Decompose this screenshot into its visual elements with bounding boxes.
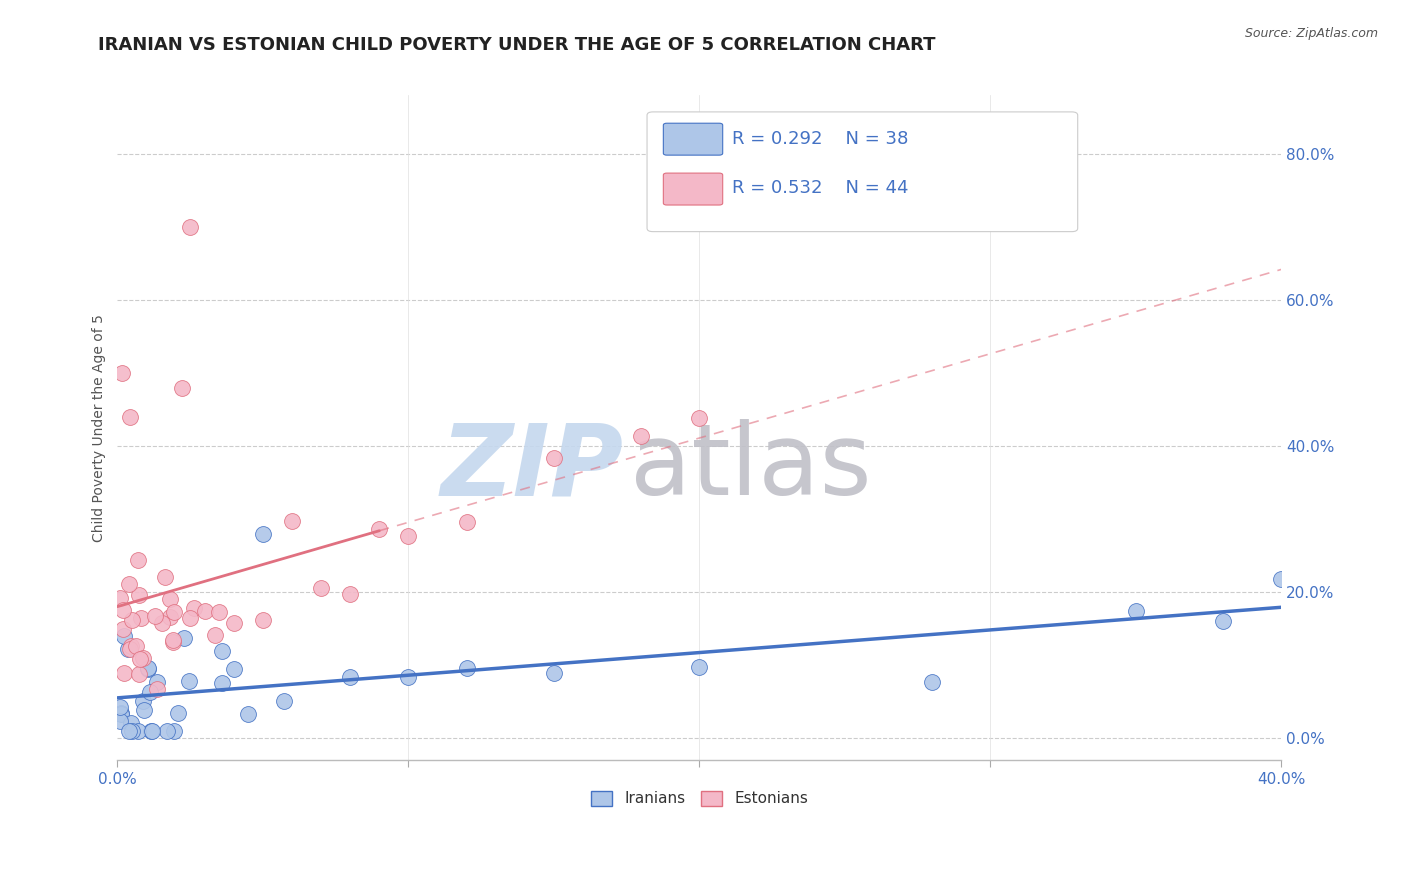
Point (121, 724, 143, 739)
Point (252, 613, 274, 627)
Point (118, 724, 141, 739)
Point (339, 670, 361, 684)
Point (153, 570, 176, 584)
Point (630, 428, 652, 442)
Point (162, 633, 184, 648)
Point (110, 706, 132, 721)
Point (162, 724, 184, 739)
Point (120, 715, 142, 730)
Point (111, 366, 134, 380)
Point (125, 639, 148, 653)
Point (211, 675, 233, 690)
Point (163, 605, 186, 619)
Text: Source: ZipAtlas.com: Source: ZipAtlas.com (1244, 27, 1378, 40)
Point (120, 639, 142, 653)
Point (1212, 615, 1234, 629)
Point (132, 651, 155, 665)
Point (543, 450, 565, 465)
Point (1270, 572, 1292, 586)
Point (127, 553, 149, 567)
Point (159, 610, 181, 624)
Text: atlas: atlas (630, 419, 872, 516)
Point (112, 629, 135, 643)
Point (456, 661, 478, 675)
Point (162, 635, 184, 649)
Point (120, 409, 142, 424)
Point (177, 673, 200, 688)
Point (131, 694, 153, 708)
Point (141, 724, 163, 739)
Point (921, 675, 943, 690)
FancyBboxPatch shape (647, 112, 1078, 232)
Point (396, 529, 419, 543)
Point (129, 610, 152, 624)
Text: IRANIAN VS ESTONIAN CHILD POVERTY UNDER THE AGE OF 5 CORRELATION CHART: IRANIAN VS ESTONIAN CHILD POVERTY UNDER … (98, 36, 936, 54)
Point (159, 592, 181, 607)
Point (136, 661, 159, 675)
Point (139, 684, 162, 698)
Point (143, 609, 166, 624)
Point (146, 675, 169, 690)
Point (132, 702, 155, 716)
Point (128, 588, 150, 602)
Text: R = 0.292    N = 38: R = 0.292 N = 38 (733, 129, 908, 147)
Point (224, 661, 246, 675)
Point (222, 615, 245, 630)
Point (111, 603, 134, 617)
Point (179, 219, 201, 234)
Point (273, 694, 295, 708)
Point (1125, 603, 1147, 617)
Point (211, 644, 233, 658)
Point (150, 616, 173, 631)
Point (117, 642, 139, 657)
Point (688, 660, 710, 674)
Point (170, 381, 193, 395)
Point (368, 522, 391, 536)
Point (156, 724, 179, 739)
Point (238, 707, 260, 722)
Point (208, 605, 231, 619)
Point (194, 604, 217, 618)
Y-axis label: Child Poverty Under the Age of 5: Child Poverty Under the Age of 5 (93, 314, 107, 541)
Point (167, 706, 190, 720)
Point (111, 622, 134, 636)
FancyBboxPatch shape (664, 173, 723, 205)
Point (127, 724, 149, 739)
FancyBboxPatch shape (664, 123, 723, 155)
Point (543, 665, 565, 680)
Point (145, 681, 167, 696)
Text: R = 0.532    N = 44: R = 0.532 N = 44 (733, 179, 908, 197)
Point (110, 591, 132, 605)
Point (281, 514, 304, 528)
Point (141, 724, 163, 739)
Point (396, 670, 419, 684)
Point (136, 662, 159, 676)
Point (128, 667, 150, 681)
Point (688, 411, 710, 425)
Point (204, 628, 226, 642)
Point (309, 582, 332, 596)
Point (121, 614, 143, 628)
Point (183, 600, 205, 615)
Point (110, 700, 132, 714)
Point (252, 526, 274, 541)
Point (179, 610, 201, 624)
Point (112, 665, 135, 680)
Legend: Iranians, Estonians: Iranians, Estonians (585, 785, 814, 813)
Point (110, 706, 132, 720)
Point (118, 576, 141, 591)
Point (129, 652, 152, 666)
Point (110, 714, 132, 728)
Point (173, 631, 195, 645)
Point (456, 515, 478, 529)
Text: ZIP: ZIP (440, 419, 624, 516)
Point (339, 587, 361, 601)
Point (118, 641, 141, 656)
